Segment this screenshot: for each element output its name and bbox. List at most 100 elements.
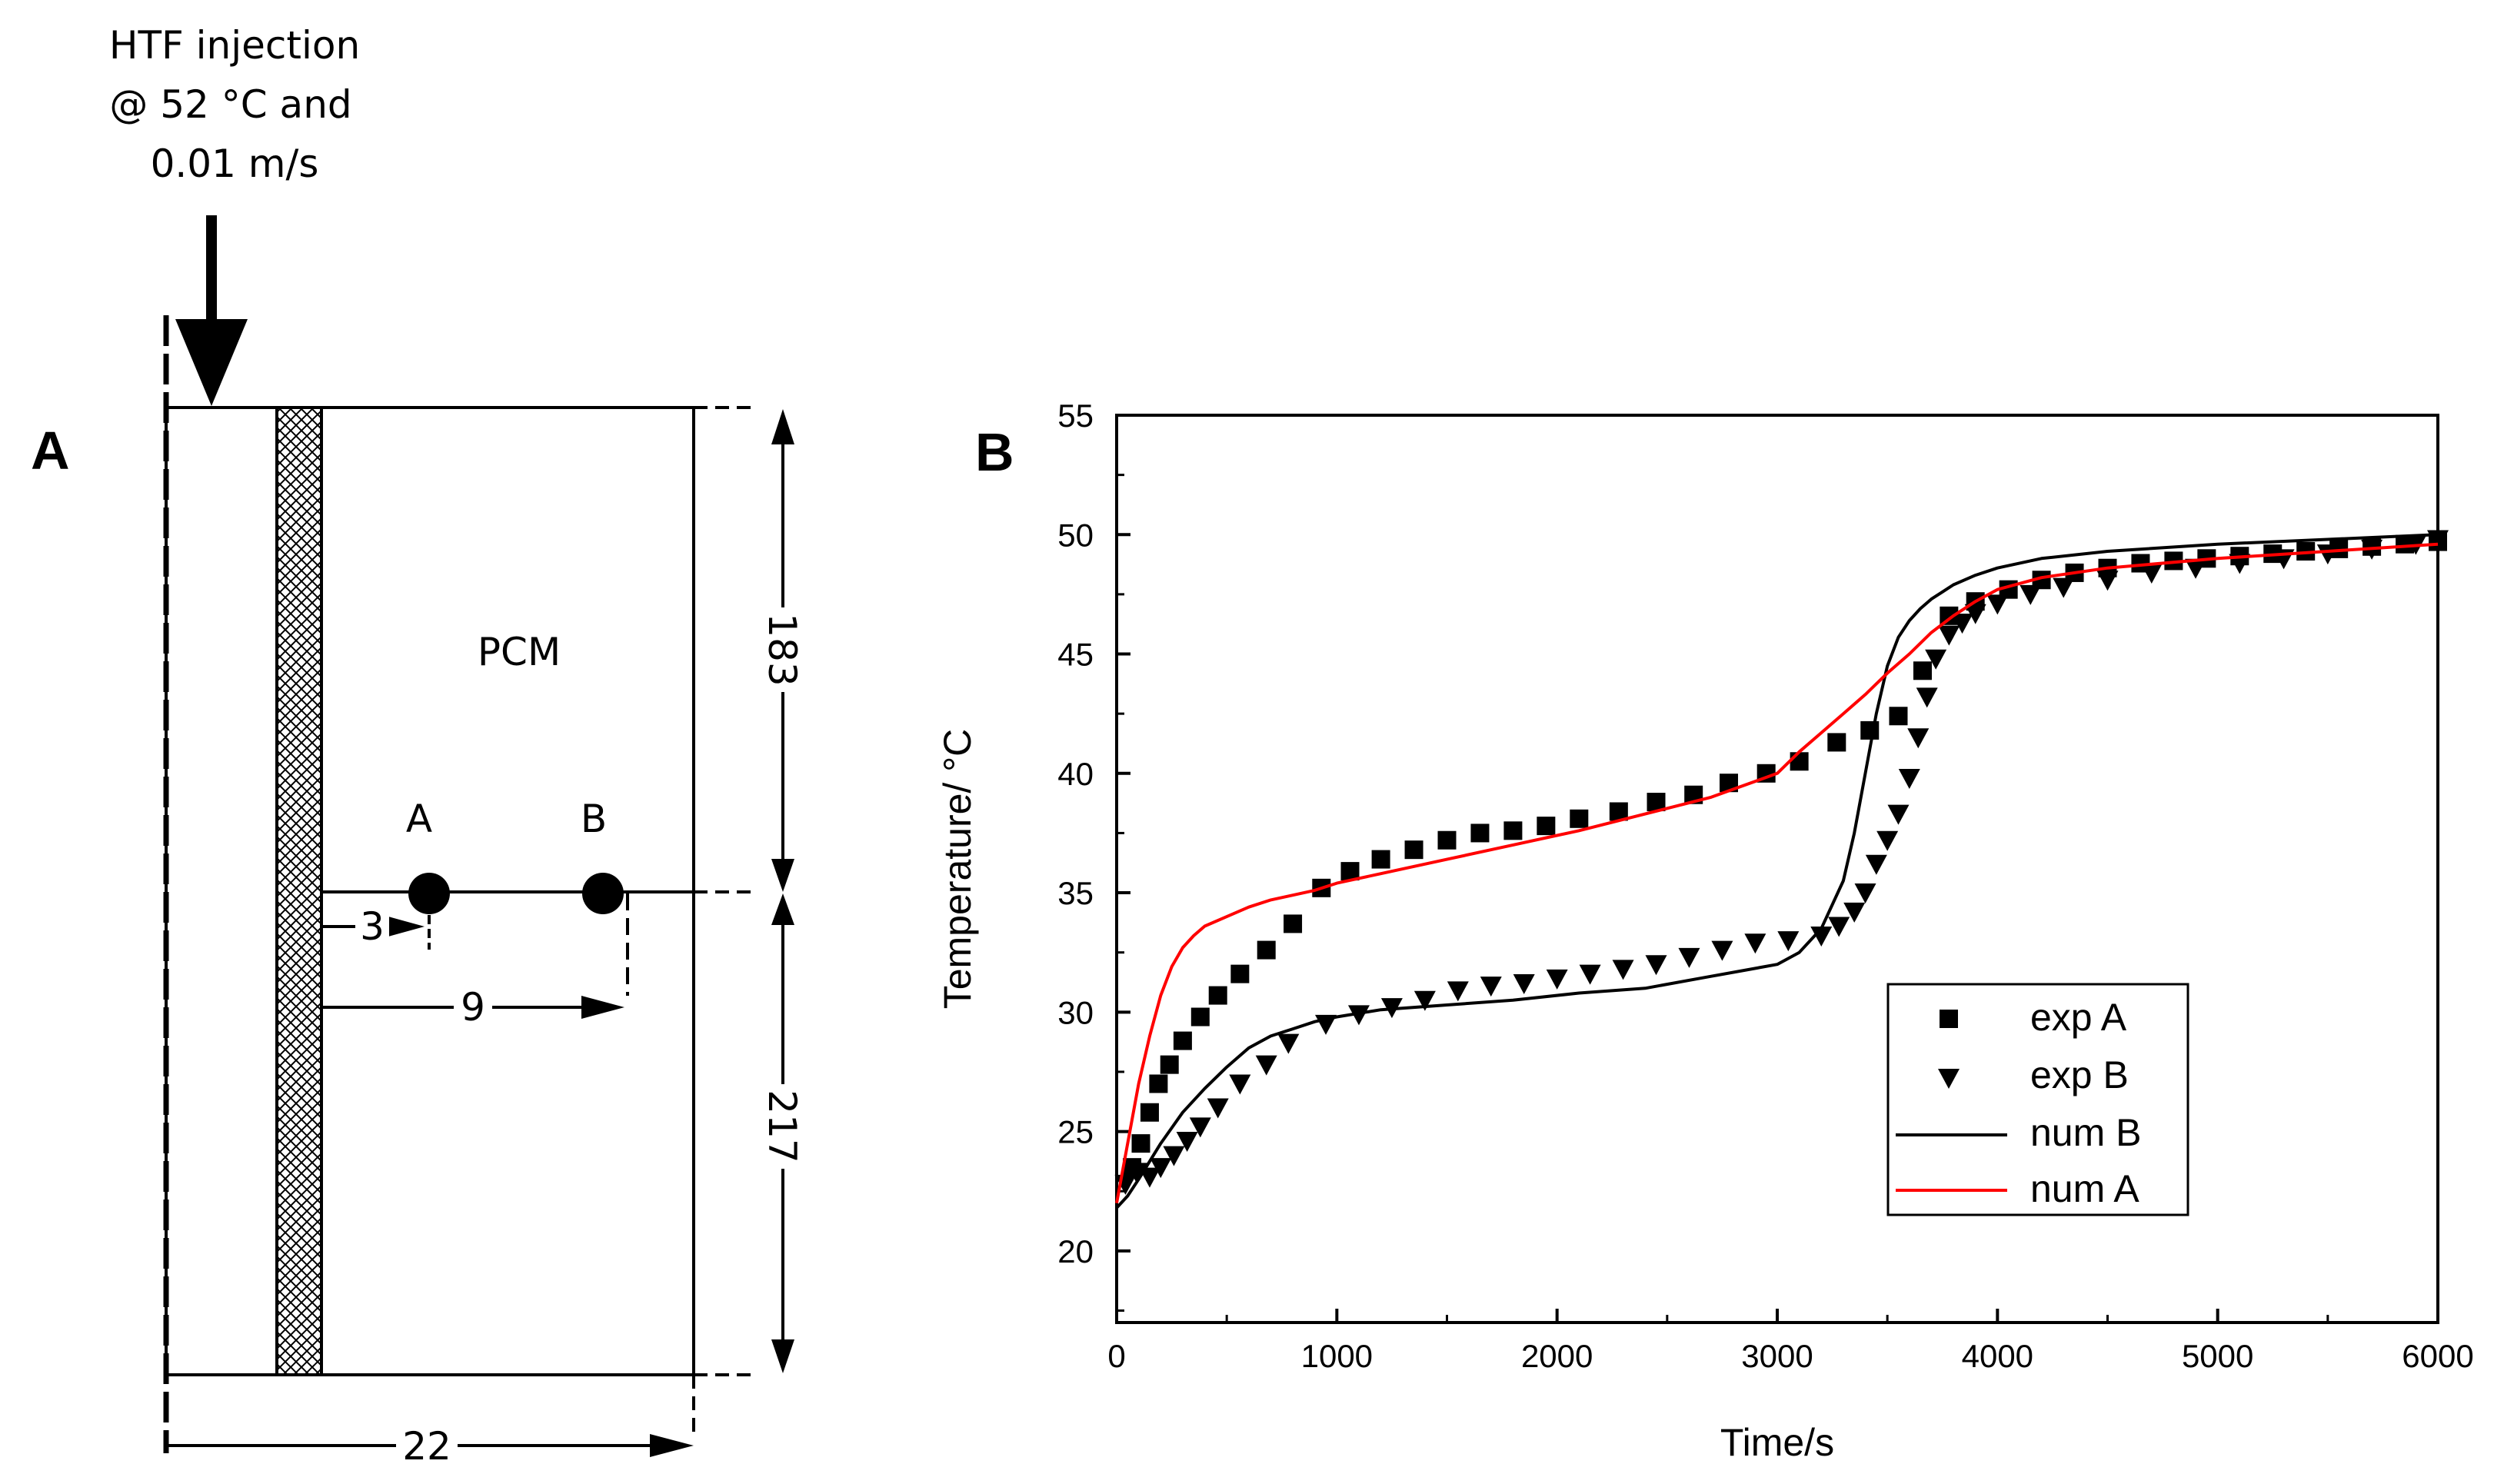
legend: exp A exp B num B num A xyxy=(1886,983,2189,1216)
point-exp-b xyxy=(1513,974,1535,995)
injection-label-line3: 0.01 m/s xyxy=(151,141,319,186)
point-exp-b xyxy=(1951,614,1973,634)
down-arrow-icon xyxy=(175,215,248,406)
point-exp-b xyxy=(1938,625,1960,646)
point-exp-a xyxy=(1160,1055,1179,1074)
dimension-label-3: 3 xyxy=(360,904,385,949)
y-tick-label: 20 xyxy=(1057,1233,1094,1269)
point-exp-b xyxy=(1876,830,1899,851)
point-exp-b xyxy=(2185,558,2207,579)
point-exp-a xyxy=(1149,1074,1168,1093)
dimension-label-183: 183 xyxy=(760,613,804,686)
point-exp-b xyxy=(1964,604,1986,624)
point-exp-b xyxy=(1925,649,1947,670)
dimension-distance-a xyxy=(321,906,431,950)
point-exp-a xyxy=(1257,940,1276,960)
point-exp-a xyxy=(1173,1031,1192,1050)
legend-label-exp-b: exp B xyxy=(2030,1053,2129,1096)
dimension-label-217: 217 xyxy=(760,1090,804,1163)
injection-label-line1: HTF injection xyxy=(109,23,360,68)
legend-marker-exp-b xyxy=(1938,1069,1960,1089)
point-exp-a xyxy=(1140,1103,1159,1122)
point-exp-a xyxy=(1720,774,1739,793)
dimension-label-9: 9 xyxy=(461,985,485,1030)
y-tick-label: 25 xyxy=(1057,1114,1094,1150)
tube-wall xyxy=(275,406,323,1376)
dimension-height-top xyxy=(761,409,804,892)
point-exp-a xyxy=(1470,824,1490,843)
point-exp-b xyxy=(1907,728,1930,749)
point-exp-b xyxy=(1854,883,1876,904)
y-tick-label: 50 xyxy=(1057,517,1094,553)
panel-a-label: A xyxy=(31,421,70,481)
dimension-label-22: 22 xyxy=(402,1424,451,1469)
point-exp-a xyxy=(1190,1007,1210,1026)
point-exp-a xyxy=(1827,733,1846,752)
series-line-num-a xyxy=(1115,542,2439,1204)
pcm-label: PCM xyxy=(478,630,561,674)
point-exp-b xyxy=(1986,594,2009,615)
point-exp-b xyxy=(2229,554,2251,574)
point-exp-b xyxy=(1777,931,1800,952)
point-exp-a xyxy=(1503,821,1523,840)
point-exp-b xyxy=(1163,1146,1185,1166)
x-tick-label: 6000 xyxy=(2402,1338,2473,1374)
point-a-marker xyxy=(408,873,450,914)
point-exp-b xyxy=(1150,1158,1172,1179)
point-exp-b xyxy=(2096,571,2119,591)
y-tick-label: 45 xyxy=(1057,637,1094,673)
y-tick-label: 30 xyxy=(1057,994,1094,1030)
point-exp-a xyxy=(1208,986,1227,1005)
legend-box xyxy=(1886,983,2189,1216)
point-exp-b xyxy=(2053,577,2075,598)
x-tick-label: 3000 xyxy=(1741,1338,1813,1374)
point-exp-b xyxy=(1898,769,1920,789)
panel-b-label: B xyxy=(975,422,1014,482)
point-exp-b xyxy=(1347,1005,1370,1026)
legend-label-num-b: num B xyxy=(2030,1111,2142,1154)
point-exp-b xyxy=(1612,960,1634,980)
y-tick-label: 55 xyxy=(1057,398,1094,434)
point-exp-a xyxy=(1437,830,1457,850)
x-tick-label: 2000 xyxy=(1521,1338,1593,1374)
dimension-height-bottom xyxy=(761,893,804,1373)
panel-a-schematic: A HTF injection @ 52 °C and 0.01 m/s PCM… xyxy=(31,23,804,1469)
point-exp-b xyxy=(1413,990,1436,1011)
point-b-marker xyxy=(582,873,624,914)
legend-label-exp-a: exp A xyxy=(2030,996,2127,1039)
point-exp-b xyxy=(1189,1117,1211,1138)
x-axis-title: Time/s xyxy=(1720,1421,1834,1464)
point-exp-b xyxy=(1916,687,1938,708)
panel-b-chart: B 0 1000 2000 3000 4000 5000 6000 20 25 30 35 40 45… xyxy=(936,398,2474,1464)
point-exp-a xyxy=(1913,661,1932,680)
point-exp-b xyxy=(1277,1033,1300,1054)
point-exp-b xyxy=(2140,563,2163,584)
point-exp-b xyxy=(1447,981,1469,1002)
series-layer xyxy=(1114,530,2449,1209)
dimension-width xyxy=(166,1375,695,1467)
point-exp-a xyxy=(1371,850,1390,869)
point-exp-b xyxy=(1255,1055,1277,1076)
point-exp-b xyxy=(1828,917,1850,937)
legend-marker-exp-a xyxy=(1940,1010,1958,1028)
y-tick-label: 35 xyxy=(1057,875,1094,911)
point-exp-a xyxy=(1537,817,1556,836)
point-exp-b xyxy=(1579,964,1601,985)
point-exp-b xyxy=(1546,969,1568,990)
point-exp-a xyxy=(1860,720,1880,740)
point-a-label: A xyxy=(406,797,432,841)
point-exp-b xyxy=(1207,1098,1229,1119)
point-exp-b xyxy=(1843,902,1866,923)
point-exp-a xyxy=(1284,914,1303,933)
point-exp-b xyxy=(1176,1132,1198,1152)
point-exp-a xyxy=(1790,752,1809,771)
x-tick-label: 5000 xyxy=(2182,1338,2253,1374)
point-b-label: B xyxy=(581,797,607,841)
point-exp-a xyxy=(1404,840,1423,860)
point-exp-b xyxy=(1865,854,1887,875)
point-exp-b xyxy=(1229,1074,1251,1095)
point-exp-a xyxy=(1230,964,1250,983)
point-exp-b xyxy=(2020,584,2042,605)
dimension-distance-b xyxy=(321,893,629,1028)
